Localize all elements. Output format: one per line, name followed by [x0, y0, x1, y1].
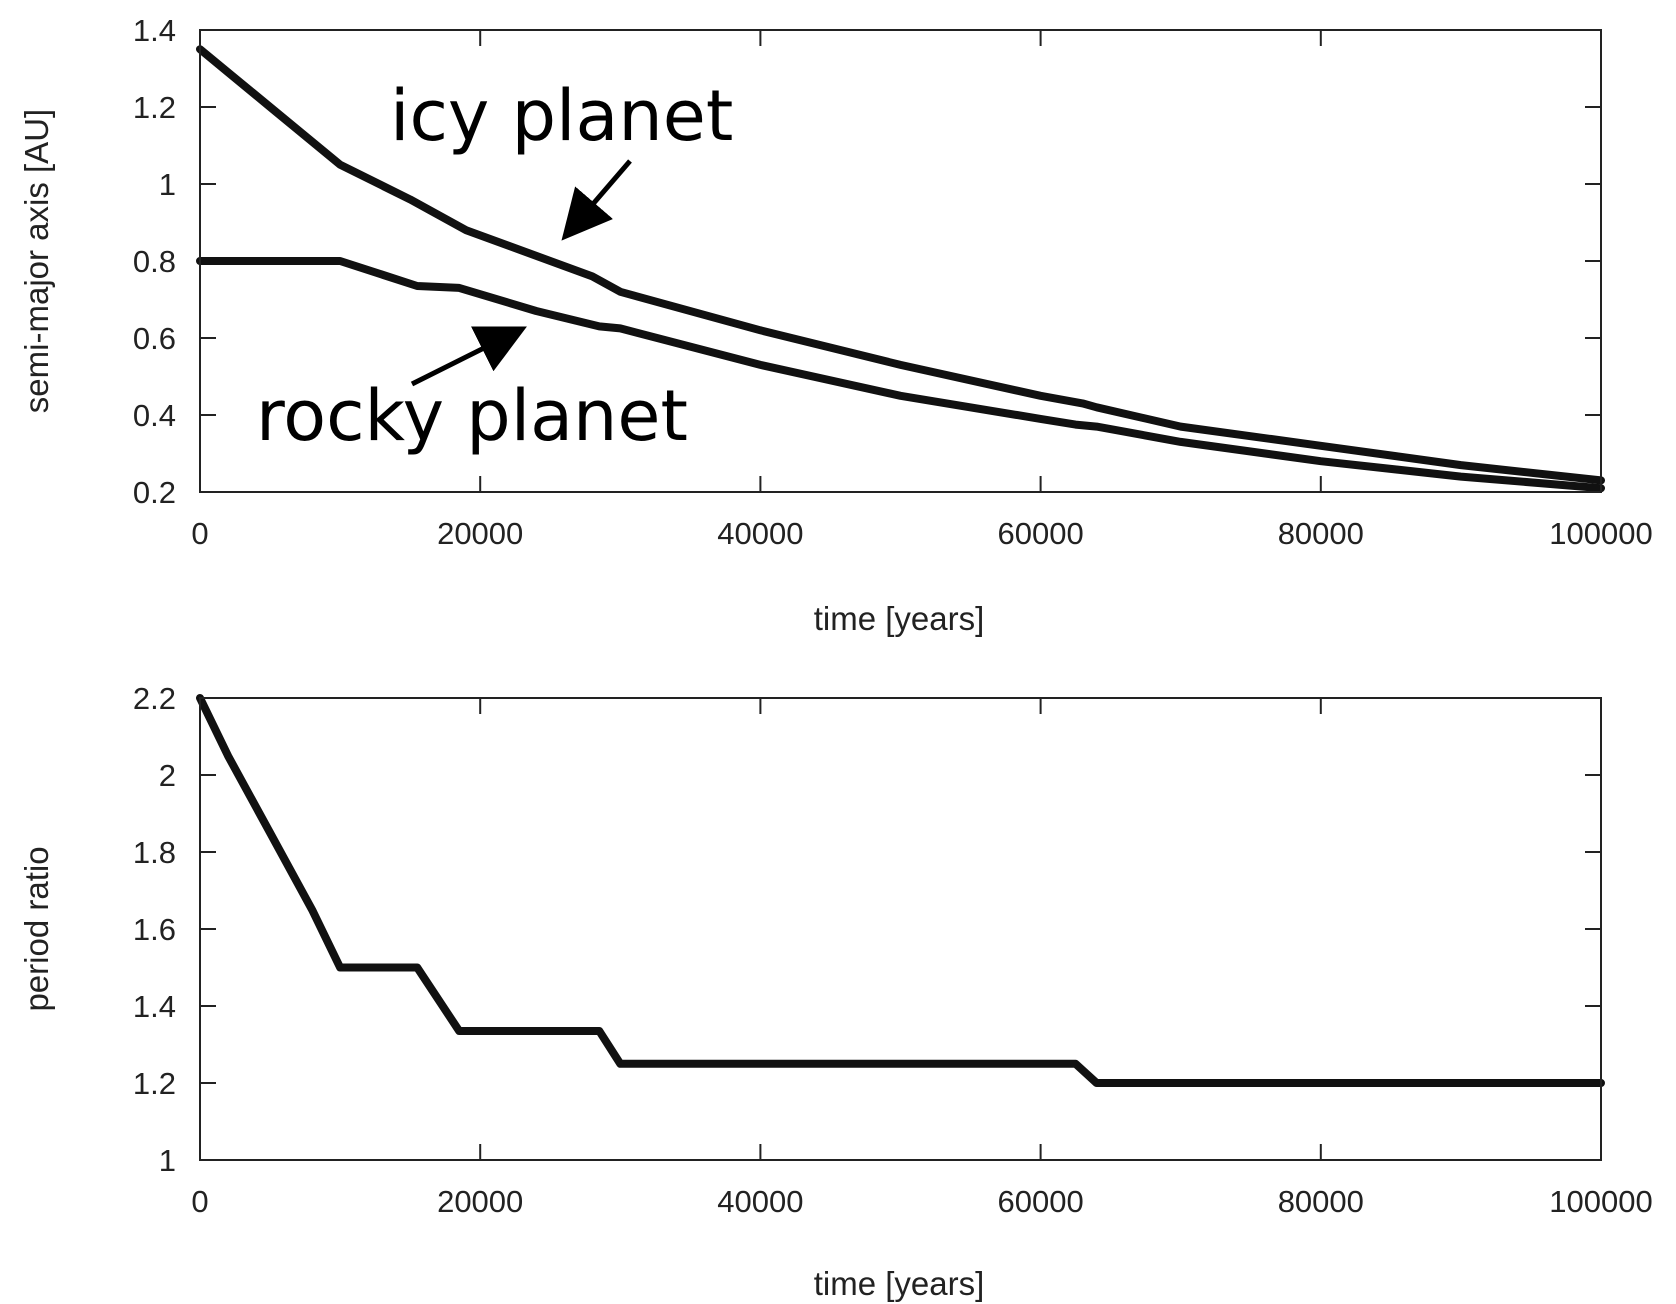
series-line-rocky-planet — [196, 257, 1605, 493]
y-tick-label: 1.2 — [133, 90, 176, 125]
top-y-axis-label: semi-major axis [AU] — [18, 109, 55, 413]
y-tick-label: 2.2 — [133, 681, 176, 716]
top-series — [196, 45, 1605, 493]
x-tick-label: 0 — [191, 516, 208, 551]
annotation-rocky-planet: rocky planet — [256, 375, 688, 457]
x-tick-label: 100000 — [1549, 516, 1652, 551]
series-line-series-0 — [196, 694, 1605, 1087]
y-tick-label: 1 — [159, 167, 176, 202]
bottom-plot-frame — [199, 697, 1602, 1161]
top-x-axis-label: time [years] — [814, 600, 985, 637]
x-tick-label: 60000 — [997, 1184, 1083, 1219]
top-plot-frame — [199, 29, 1602, 493]
x-tick-label: 80000 — [1278, 1184, 1364, 1219]
y-tick-label: 1.4 — [133, 989, 176, 1024]
x-tick-label: 100000 — [1549, 1184, 1652, 1219]
bottom-ticks — [199, 697, 1602, 1161]
y-tick-label: 0.8 — [133, 244, 176, 279]
x-tick-label: 60000 — [997, 516, 1083, 551]
annotation-rocky-planet-arrow — [410, 326, 527, 387]
y-tick-label: 1 — [159, 1143, 176, 1178]
x-tick-label: 20000 — [437, 1184, 523, 1219]
bottom-x-tick-labels: 0 20000 40000 60000 80000 100000 — [191, 1184, 1652, 1219]
y-tick-label: 0.4 — [133, 398, 176, 433]
x-tick-label: 80000 — [1278, 516, 1364, 551]
y-tick-label: 1.4 — [133, 13, 176, 48]
y-tick-label: 1.8 — [133, 835, 176, 870]
chart-top: 0.2 0.4 0.6 0.8 1 1.2 1.4 0 20000 40000 60000 8000… — [18, 13, 1653, 637]
y-tick-label: 2 — [159, 758, 176, 793]
y-tick-label: 0.2 — [133, 475, 176, 510]
x-tick-label: 40000 — [717, 516, 803, 551]
y-tick-label: 1.6 — [133, 912, 176, 947]
y-tick-label: 1.2 — [133, 1066, 176, 1101]
bottom-y-axis-label: period ratio — [18, 846, 55, 1011]
annotation-icy-planet-arrow — [561, 159, 632, 241]
bottom-x-axis-label: time [years] — [814, 1265, 985, 1302]
chart-bottom: 1 1.2 1.4 1.6 1.8 2 2.2 0 20000 40000 60000 80000 1… — [18, 681, 1653, 1302]
series-line-icy-planet — [196, 45, 1605, 485]
annotation-icy-planet: icy planet — [390, 75, 733, 157]
x-tick-label: 0 — [191, 1184, 208, 1219]
x-tick-label: 20000 — [437, 516, 523, 551]
bottom-y-tick-labels: 1 1.2 1.4 1.6 1.8 2 2.2 — [133, 681, 176, 1178]
y-tick-label: 0.6 — [133, 321, 176, 356]
top-x-tick-labels: 0 20000 40000 60000 80000 100000 — [191, 516, 1652, 551]
x-tick-label: 40000 — [717, 1184, 803, 1219]
top-y-tick-labels: 0.2 0.4 0.6 0.8 1 1.2 1.4 — [133, 13, 176, 510]
bottom-series — [196, 694, 1605, 1087]
